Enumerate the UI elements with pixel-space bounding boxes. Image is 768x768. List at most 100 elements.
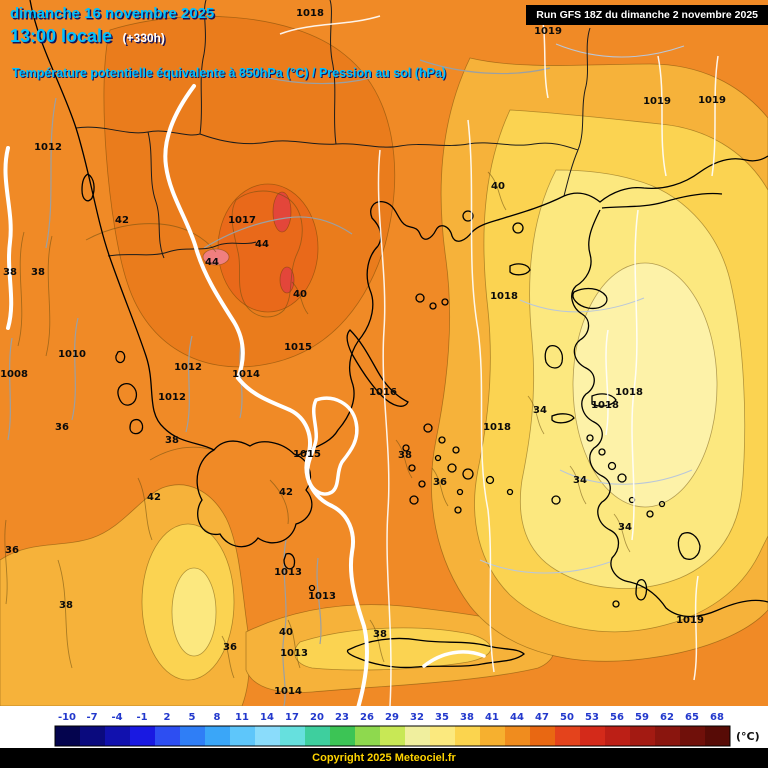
scale-value: 29 — [385, 712, 399, 723]
scale-segment — [155, 726, 180, 746]
island — [415, 293, 425, 303]
graticule-line — [519, 297, 645, 313]
temperature-label: 42 — [147, 492, 161, 503]
scale-value: 62 — [660, 712, 674, 723]
scale-segment — [455, 726, 480, 746]
isobars-gray — [7, 59, 551, 706]
header-date: dimanche 16 novembre 2025 — [10, 5, 215, 22]
island — [434, 454, 442, 462]
border-line — [577, 27, 591, 151]
temperature-label: 44 — [205, 257, 219, 268]
footer-bar: Copyright 2025 Meteociel.fr — [0, 748, 768, 768]
scale-value: 68 — [710, 712, 724, 723]
temperature-label: 38 — [31, 267, 45, 278]
isobar-crete-arc — [422, 650, 486, 668]
isobar — [7, 337, 13, 441]
isobar — [282, 539, 287, 706]
temperature-label: 34 — [573, 475, 587, 486]
temp-contour — [231, 190, 303, 318]
pressure-label: 1013 — [274, 567, 302, 578]
scale-segment — [705, 726, 730, 746]
temp-contour — [487, 171, 507, 211]
isobar — [45, 97, 57, 249]
country-borders — [75, 0, 591, 259]
island-kythira — [283, 552, 296, 570]
temp-contour — [85, 223, 217, 253]
temperature-label: 40 — [279, 627, 293, 638]
scale-segment — [530, 726, 555, 746]
scale-segment — [355, 726, 380, 746]
scale-value: 8 — [214, 712, 221, 723]
scale-values: -10 -7 -4 -1 2 5 8 11 14 17 20 23 26 29 … — [58, 712, 724, 723]
island-amorgos — [485, 475, 495, 485]
scale-segment — [680, 726, 705, 746]
pressure-label: 1015 — [284, 342, 312, 353]
pressure-label: 1014 — [232, 369, 260, 380]
island-antikythira — [308, 584, 316, 592]
isobar — [631, 209, 639, 541]
isobar — [185, 335, 193, 433]
temp-contour — [137, 477, 153, 541]
island-naxos — [462, 468, 474, 480]
color-scale: -10 -7 -4 -1 2 5 8 11 14 17 20 23 26 29 … — [0, 706, 768, 748]
run-info-box: Run GFS 18Z du dimanche 2 novembre 2025 — [526, 5, 768, 25]
island-lesbos — [572, 287, 608, 310]
temperature-label: 38 — [398, 450, 412, 461]
temp-contour — [527, 395, 545, 435]
scale-segment — [555, 726, 580, 746]
temperature-label: 40 — [491, 181, 505, 192]
border-line — [199, 0, 207, 135]
pressure-label: 1012 — [174, 362, 202, 373]
isobar — [467, 119, 495, 673]
coastline-marmara-north — [563, 155, 768, 203]
graticule-line — [559, 469, 693, 485]
border-line — [75, 126, 201, 136]
scale-segment — [480, 726, 505, 746]
island-lefkada — [115, 350, 126, 364]
island-corfu — [81, 173, 95, 202]
island — [658, 500, 666, 508]
scale-value: 11 — [235, 712, 249, 723]
temperature-label: 36 — [55, 422, 69, 433]
temperature-label: 34 — [533, 405, 547, 416]
island-milos — [409, 495, 419, 505]
scale-segment — [505, 726, 530, 746]
scale-segment — [80, 726, 105, 746]
island — [452, 446, 460, 454]
island-leros — [598, 448, 606, 456]
island — [423, 423, 433, 433]
pressure-label: 1008 — [0, 369, 28, 380]
scale-segment — [405, 726, 430, 746]
island — [447, 463, 457, 473]
isobar — [419, 59, 551, 75]
island-ikaria — [551, 413, 575, 424]
isobar — [71, 317, 79, 421]
color-scale-svg: -10 -7 -4 -1 2 5 8 11 14 17 20 23 26 29 … — [54, 712, 760, 747]
scale-segment — [280, 726, 305, 746]
island-chios — [544, 345, 564, 369]
temperature-label: 42 — [115, 215, 129, 226]
coastline-east — [295, 245, 379, 457]
island-santorini — [454, 506, 462, 514]
island — [456, 488, 464, 496]
island-rhodes — [677, 532, 701, 560]
scale-value: 20 — [310, 712, 324, 723]
temp-contour — [17, 231, 25, 347]
scale-segment — [130, 726, 155, 746]
scale-segment — [105, 726, 130, 746]
pressure-label: 1015 — [293, 449, 321, 460]
island-thasos — [462, 210, 474, 222]
island-samothraki — [512, 222, 524, 234]
scale-border — [54, 725, 731, 747]
footer-copyright: Copyright 2025 Meteociel.fr — [312, 752, 456, 764]
scale-value: -1 — [136, 712, 147, 723]
island — [408, 464, 416, 472]
map-subtitle: Température potentielle équivalente à 85… — [12, 66, 447, 80]
scale-segment — [655, 726, 680, 746]
temperature-label: 40 — [293, 289, 307, 300]
island-zakynthos — [129, 418, 144, 435]
weather-map: 1018 1019 1012 1019 1019 1017 1010 1008 … — [0, 0, 768, 706]
temperature-regions — [0, 0, 768, 706]
pressure-label: 1013 — [308, 591, 336, 602]
